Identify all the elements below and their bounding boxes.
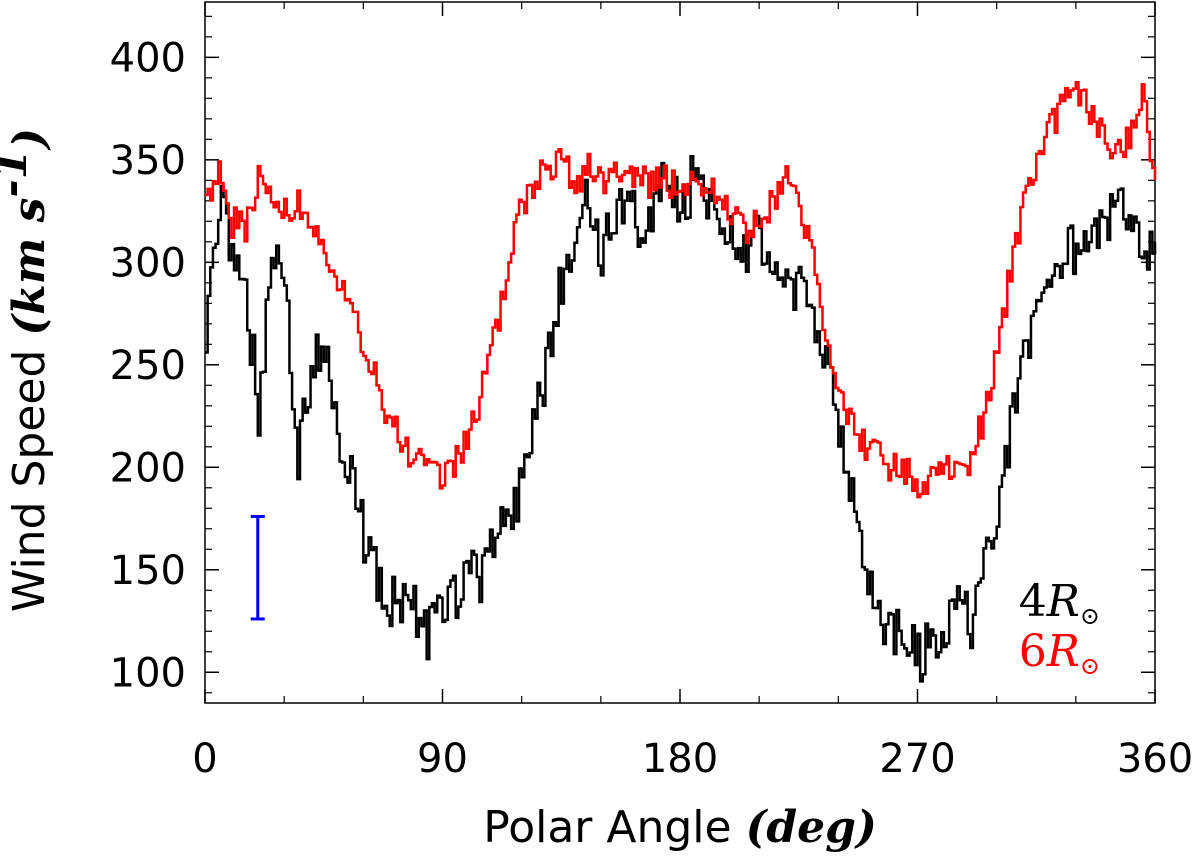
y-tick-label: 250: [110, 343, 186, 389]
legend-entry-4r: 4R⊙: [1019, 576, 1100, 630]
y-tick-label: 100: [110, 650, 186, 696]
series-line-6r: [205, 80, 1157, 499]
legend-entry-6r: 6R⊙: [1019, 626, 1100, 680]
error-bar-layer: [250, 514, 265, 621]
y-axis-unit-sup: -1: [0, 149, 37, 198]
x-tick-label: 360: [1117, 736, 1193, 782]
y-tick-label: 400: [110, 35, 186, 81]
series-layer: [205, 80, 1157, 683]
legend-entry-6r-num: 6: [1019, 626, 1047, 677]
plot-frame: [204, 1, 1156, 704]
axis-ticks: [204, 2, 1156, 703]
legend: 4R⊙ 6R⊙: [1019, 576, 1100, 680]
x-tick-label: 270: [879, 736, 955, 782]
tick-labels: 0 90 180 270 360 100 150 200 250 300 350 400: [110, 35, 1194, 782]
legend-entry-4r-sym: R: [1046, 576, 1080, 627]
y-tick-label: 200: [110, 445, 186, 491]
y-axis-title-text: Wind Speed: [4, 336, 55, 612]
y-axis-unit: (km s: [4, 198, 55, 336]
legend-entry-4r-sub: ⊙: [1080, 602, 1100, 630]
legend-entry-4r-num: 4: [1019, 576, 1047, 627]
x-axis-unit: (deg): [746, 802, 877, 853]
legend-entry-6r-sub: ⊙: [1080, 652, 1100, 680]
x-tick-label: 90: [417, 736, 468, 782]
series-line-4r: [205, 154, 1157, 683]
y-tick-label: 150: [110, 548, 186, 594]
y-axis-title: Wind Speed (km s-1): [0, 128, 55, 612]
y-tick-label: 350: [110, 138, 186, 184]
x-tick-label: 0: [192, 736, 217, 782]
x-axis-title: Polar Angle (deg): [483, 802, 877, 853]
y-tick-label: 300: [110, 240, 186, 286]
x-axis-title-text: Polar Angle: [483, 802, 745, 853]
x-tick-label: 180: [642, 736, 718, 782]
y-axis-unit-close: ): [4, 128, 55, 151]
legend-entry-6r-sym: R: [1046, 626, 1080, 677]
